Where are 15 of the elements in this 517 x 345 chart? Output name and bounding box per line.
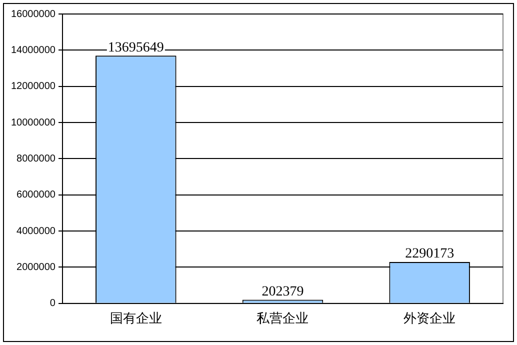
x-tick-label: 私营企业	[256, 312, 309, 327]
data-label: 2290173	[405, 246, 454, 262]
data-label: 202379	[262, 284, 304, 300]
y-tick-label: 8000000	[16, 153, 56, 164]
x-tick-label: 国有企业	[110, 312, 162, 327]
y-tick-label: 2000000	[16, 262, 56, 273]
y-tick-label: 16000000	[10, 8, 56, 20]
x-tick-label: 外资企业	[404, 312, 456, 327]
y-tick-label: 10000000	[10, 117, 56, 128]
y-tick-label: 6000000	[16, 190, 56, 201]
y-tick-label: 0	[50, 298, 56, 310]
y-tick-label: 12000000	[10, 81, 56, 92]
y-tick-label: 14000000	[10, 44, 56, 56]
data-label: 13695649	[108, 40, 164, 56]
y-tick-label: 4000000	[16, 226, 56, 237]
